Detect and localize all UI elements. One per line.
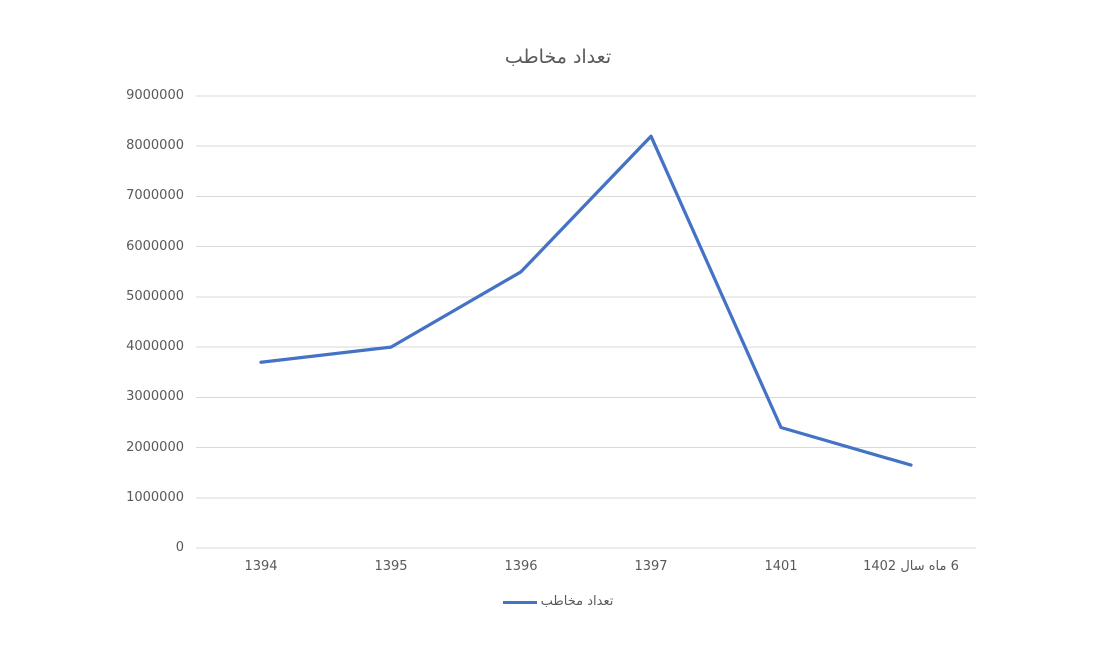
legend-series-label: تعداد مخاطب bbox=[540, 594, 614, 609]
chart-title: تعداد مخاطب bbox=[504, 46, 612, 68]
legend-line-swatch bbox=[502, 600, 537, 604]
legend: تعداد مخاطب bbox=[0, 592, 1116, 612]
series-line bbox=[259, 134, 913, 467]
